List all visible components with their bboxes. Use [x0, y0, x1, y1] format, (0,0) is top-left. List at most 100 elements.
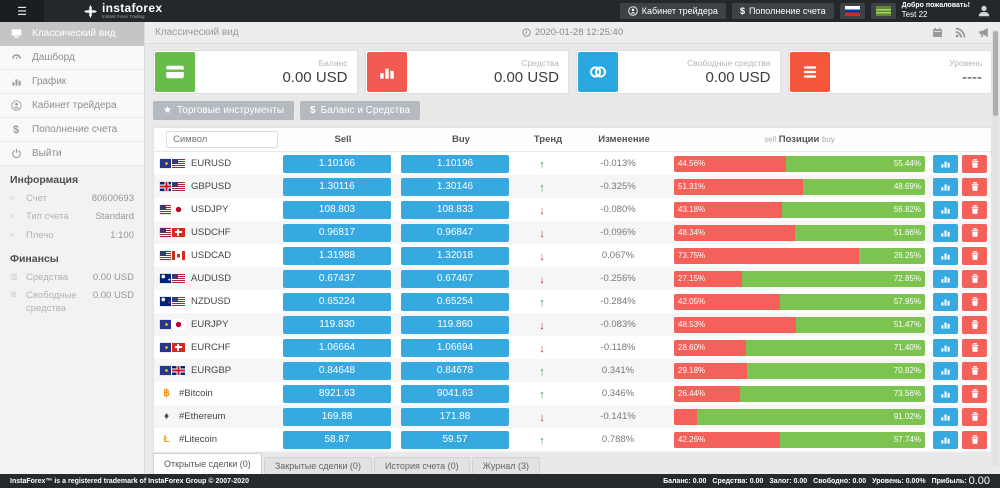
open-chart-button[interactable] [933, 361, 958, 380]
calendar-button[interactable] [932, 27, 943, 38]
buy-price-button[interactable]: 119.860 [401, 315, 509, 334]
sell-price-button[interactable]: 1.30116 [283, 177, 391, 196]
tab-journal[interactable]: Журнал (3) [471, 457, 541, 474]
sell-price-button[interactable]: 1.31988 [283, 246, 391, 265]
ca-flag-icon [172, 251, 185, 260]
menu-toggle-button[interactable]: ☰ [0, 0, 44, 22]
remove-symbol-button[interactable] [962, 177, 987, 196]
rss-button[interactable] [955, 27, 966, 38]
sell-price-button[interactable]: 108.803 [283, 200, 391, 219]
remove-symbol-button[interactable] [962, 292, 987, 311]
open-chart-button[interactable] [933, 200, 958, 219]
buy-positions-segment: 55.44% [893, 159, 921, 168]
sell-price-button[interactable]: 169.88 [283, 407, 391, 426]
balance-and-funds-button[interactable]: $ Баланс и Средства [300, 101, 421, 120]
sidebar-item-logout[interactable]: Выйти [0, 142, 144, 166]
brand-logo[interactable]: instaforex Instant Forex Trading [84, 0, 162, 22]
buy-price-button[interactable]: 0.96847 [401, 223, 509, 242]
sell-positions-segment: 48.53% [674, 316, 796, 333]
sell-price-button[interactable]: 0.65224 [283, 292, 391, 311]
remove-symbol-button[interactable] [962, 384, 987, 403]
announcement-button[interactable] [978, 27, 990, 38]
open-chart-button[interactable] [933, 154, 958, 173]
buy-price-button[interactable]: 1.10196 [401, 154, 509, 173]
footer-stat: Уровень: 0.00% [872, 478, 925, 485]
buy-positions-segment: 51.47% [893, 320, 921, 329]
buy-price-button[interactable]: 59.57 [401, 430, 509, 449]
tab-account-history[interactable]: История счета (0) [373, 457, 470, 474]
open-chart-button[interactable] [933, 292, 958, 311]
buy-price-button[interactable]: 1.06694 [401, 338, 509, 357]
buy-price-button[interactable]: 171.88 [401, 407, 509, 426]
star-icon: ★ [163, 105, 172, 116]
symbol-label: USDCHF [191, 227, 231, 238]
sell-price-button[interactable]: 1.10166 [283, 154, 391, 173]
open-chart-button[interactable] [933, 223, 958, 242]
open-chart-button[interactable] [933, 269, 958, 288]
deposit-button[interactable]: $ Пополнение счета [731, 3, 834, 19]
footer-stat-label: Прибыль: [931, 477, 967, 485]
remove-symbol-button[interactable] [962, 315, 987, 334]
remove-symbol-button[interactable] [962, 338, 987, 357]
buy-price-button[interactable]: 0.67467 [401, 269, 509, 288]
sidebar-item-trader-cabinet[interactable]: Кабинет трейдера [0, 94, 144, 118]
tab-open-trades[interactable]: Открытые сделки (0) [153, 453, 262, 474]
footer-stats: Баланс: 0.00 Средства: 0.00 Залог: 0.00 Свобод… [663, 475, 990, 487]
open-chart-button[interactable] [933, 246, 958, 265]
remove-symbol-button[interactable] [962, 200, 987, 219]
sidebar-item-label: Классический вид [32, 28, 116, 39]
scrollbar-thumb[interactable] [993, 31, 998, 116]
sidebar-item-dashboard[interactable]: Дашборд [0, 46, 144, 70]
buy-price-button[interactable]: 0.65254 [401, 292, 509, 311]
language-russian-button[interactable] [839, 3, 865, 19]
footer-stat-value: 0.00 [793, 477, 808, 485]
info-section-title: Информация [10, 174, 79, 186]
trading-instruments-button[interactable]: ★ Торговые инструменты [153, 101, 294, 120]
buy-price-button[interactable]: 1.32018 [401, 246, 509, 265]
remove-symbol-button[interactable] [962, 430, 987, 449]
tab-closed-trades[interactable]: Закрытые сделки (0) [263, 457, 372, 474]
remove-symbol-button[interactable] [962, 246, 987, 265]
remove-symbol-button[interactable] [962, 407, 987, 426]
buy-price-button[interactable]: 9041.63 [401, 384, 509, 403]
credit-card-icon [155, 52, 195, 92]
buy-price-button[interactable]: 0.84678 [401, 361, 509, 380]
sell-price-button[interactable]: 119.830 [283, 315, 391, 334]
sidebar-item-chart[interactable]: График [0, 70, 144, 94]
sidebar-item-deposit[interactable]: $ Пополнение счета [0, 118, 144, 142]
vertical-scrollbar[interactable] [992, 30, 999, 466]
open-chart-button[interactable] [933, 338, 958, 357]
remove-symbol-button[interactable] [962, 269, 987, 288]
buy-positions-segment: 26.25% [893, 251, 921, 260]
quotes-table: Sell Buy Тренд Изменение sell Позиции bu… [153, 127, 992, 452]
table-row: GBPUSD 1.30116 1.30146 ↑ -0.325% 51.31% 48.69% [154, 175, 991, 198]
sidebar-item-classic-view[interactable]: Классический вид [0, 22, 144, 46]
open-chart-button[interactable] [933, 407, 958, 426]
sell-price-button[interactable]: 8921.63 [283, 384, 391, 403]
footer-stat-value: 0.00 [692, 477, 707, 485]
remove-symbol-button[interactable] [962, 361, 987, 380]
user-avatar[interactable] [976, 3, 992, 19]
change-value: -0.080% [600, 204, 636, 215]
remove-symbol-button[interactable] [962, 154, 987, 173]
buy-price-button[interactable]: 108.833 [401, 200, 509, 219]
sell-price-button[interactable]: 58.87 [283, 430, 391, 449]
open-chart-button[interactable] [933, 384, 958, 403]
sell-price-button[interactable]: 0.67437 [283, 269, 391, 288]
symbol-filter-input[interactable] [166, 131, 278, 148]
sell-price-button[interactable]: 0.96817 [283, 223, 391, 242]
open-chart-button[interactable] [933, 315, 958, 334]
page-title: Классический вид [155, 27, 239, 38]
sell-price-button[interactable]: 1.06664 [283, 338, 391, 357]
us-flag-icon [172, 182, 185, 191]
buy-price-button[interactable]: 1.30146 [401, 177, 509, 196]
brand-name: instaforex [102, 1, 163, 16]
language-secondary-button[interactable] [870, 3, 896, 19]
bottom-tabs: Открытые сделки (0) Закрытые сделки (0) … [145, 452, 1000, 474]
sell-price-button[interactable]: 0.84648 [283, 361, 391, 380]
open-chart-button[interactable] [933, 177, 958, 196]
positions-bar: 43.18% 56.82% [674, 201, 925, 218]
open-chart-button[interactable] [933, 430, 958, 449]
trader-cabinet-button[interactable]: Кабинет трейдера [619, 3, 726, 19]
remove-symbol-button[interactable] [962, 223, 987, 242]
